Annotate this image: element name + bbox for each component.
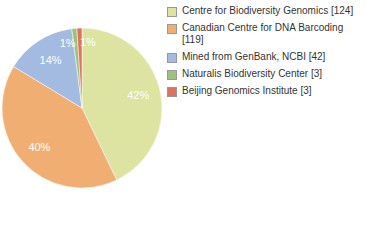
legend-label: Naturalis Biodiversity Center [3]: [182, 68, 322, 79]
legend: Centre for Biodiversity Genomics [124] Ca…: [167, 5, 363, 102]
legend-item: Canadian Centre for DNA Barcoding [119]: [167, 22, 363, 46]
legend-item: Naturalis Biodiversity Center [3]: [167, 68, 363, 80]
data-label: 14%: [40, 54, 62, 66]
data-label: 1%: [80, 36, 96, 48]
legend-item: Centre for Biodiversity Genomics [124]: [167, 5, 363, 17]
legend-item: Beijing Genomics Institute [3]: [167, 85, 363, 97]
legend-swatch: [167, 70, 177, 80]
legend-swatch: [167, 87, 177, 97]
page: {"chart_data": {"type": "pie", "categori…: [0, 0, 380, 240]
slice-labels: 42% 40% 14% 1% 1%: [28, 36, 149, 152]
data-label: 42%: [127, 89, 149, 101]
legend-label: Centre for Biodiversity Genomics [124]: [182, 5, 353, 16]
data-label: 1%: [60, 37, 76, 49]
legend-label: Mined from GenBank, NCBI [42]: [182, 51, 325, 62]
legend-swatch: [167, 24, 177, 34]
slices: [2, 28, 162, 188]
legend-label: Beijing Genomics Institute [3]: [182, 85, 312, 96]
legend-label: Canadian Centre for DNA Barcoding [119]: [182, 22, 343, 45]
pie-slice: [14, 29, 82, 108]
legend-swatch: [167, 7, 177, 17]
legend-swatch: [167, 53, 177, 63]
legend-item: Mined from GenBank, NCBI [42]: [167, 51, 363, 63]
data-label: 40%: [28, 141, 50, 153]
